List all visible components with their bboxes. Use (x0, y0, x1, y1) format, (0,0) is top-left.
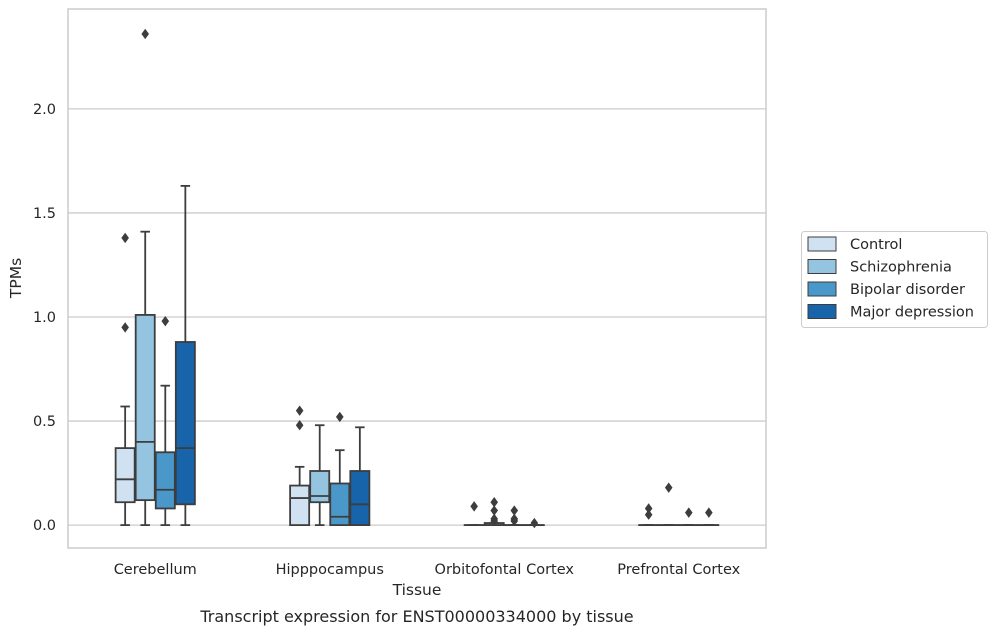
plot-frame (67, 8, 767, 549)
y-tick-label: 1.5 (33, 206, 56, 222)
x-tick-label: Cerebellum (114, 562, 197, 578)
outlier-point (530, 517, 539, 529)
legend: Control Schizophrenia Bipolar disorder Majo… (801, 231, 988, 328)
box (289, 484, 311, 527)
box (134, 314, 156, 502)
legend-swatch (807, 236, 837, 252)
outlier-point (664, 482, 673, 493)
box (349, 470, 371, 527)
box (309, 470, 331, 504)
box (174, 341, 196, 506)
legend-label: Bipolar disorder (850, 282, 965, 298)
legend-frame (801, 231, 988, 328)
boxes-layer (114, 28, 720, 529)
y-tick-label: 2.0 (33, 102, 56, 118)
outlier-point (490, 497, 499, 508)
outlier-point (470, 501, 478, 512)
x-tick-label: Hipppocampus (276, 562, 384, 578)
x-tick-label: Prefrontal Cortex (617, 562, 740, 578)
outlier-point (490, 515, 499, 527)
outlier-point (295, 405, 304, 416)
y-tick-label: 0.0 (33, 518, 56, 534)
outlier-point (510, 515, 519, 527)
outlier-point (490, 505, 499, 516)
x-tick-label: Orbitofontal Cortex (435, 562, 575, 578)
x-axis-label: Tissue (392, 581, 442, 599)
chart-caption: Transcript expression for ENST0000033400… (199, 607, 633, 626)
legend-swatch (807, 281, 837, 297)
outlier-point (161, 315, 170, 327)
legend-label: Major depression (850, 305, 974, 321)
outlier-point (510, 505, 519, 516)
legend-swatch (807, 304, 837, 319)
outlier-point (335, 411, 344, 423)
outlier-point (121, 232, 129, 244)
outlier-point (644, 503, 653, 514)
legend-swatch (807, 259, 837, 274)
legend-label: Schizophrenia (850, 260, 952, 276)
outlier-point (705, 507, 713, 518)
outlier-point (121, 322, 129, 333)
y-axis-label: TPMs (7, 258, 25, 299)
outlier-point (684, 507, 693, 518)
y-tick-labels: 0.0 0.5 1.0 1.5 2.0 (33, 102, 56, 534)
y-tick-label: 1.0 (33, 310, 56, 326)
box (114, 447, 136, 504)
outlier-point (141, 28, 150, 40)
y-tick-label: 0.5 (33, 414, 56, 430)
box (329, 482, 351, 527)
box (154, 451, 176, 510)
outlier-point (295, 420, 304, 431)
legend-label: Control (850, 237, 902, 253)
outlier-point (644, 509, 653, 520)
x-tick-labels: Cerebellum Hipppocampus Orbitofontal Corte… (114, 562, 741, 578)
